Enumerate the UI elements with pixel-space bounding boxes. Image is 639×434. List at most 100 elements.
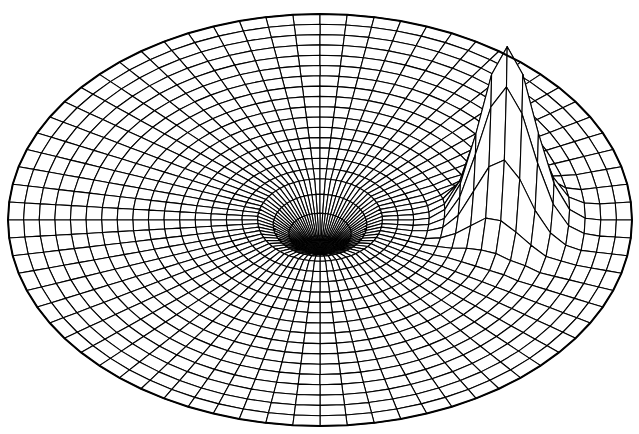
surface-cell: [304, 96, 320, 107]
surface-cell: [615, 220, 632, 238]
surface-cell: [306, 312, 320, 323]
surface-cell: [320, 405, 346, 416]
surface-cell: [308, 302, 320, 313]
surface-cell: [320, 96, 336, 107]
surface-mesh: [8, 14, 632, 426]
surface-cell: [320, 66, 340, 77]
surface-cell: [102, 207, 118, 220]
surface-cell: [118, 197, 136, 209]
surface-cell: [226, 215, 242, 220]
surface-cell: [320, 256, 325, 261]
surface-cell: [296, 301, 310, 312]
surface-cell: [149, 200, 166, 211]
surface-cell: [312, 271, 320, 282]
surface-cell: [302, 86, 320, 97]
surface-cell: [313, 261, 320, 271]
surface-cell: [320, 45, 343, 56]
surface-cell: [102, 195, 120, 208]
surface-cell: [320, 35, 344, 46]
surface-cell: [320, 384, 343, 395]
surface-cell: [285, 87, 304, 99]
surface-cell: [24, 220, 41, 237]
surface-cell: [304, 333, 320, 344]
surface-cell: [320, 292, 331, 303]
surface-cell: [117, 208, 133, 220]
surface-cell: [320, 312, 334, 323]
surface-cell: [148, 220, 164, 230]
surface-cell: [296, 394, 320, 405]
surface-cell: [242, 216, 258, 220]
surface-cell: [320, 55, 342, 66]
surface-cell: [336, 87, 355, 99]
surface-cell: [87, 193, 105, 207]
surface-cell: [320, 343, 338, 354]
surface-cell: [306, 117, 320, 128]
surface-cell: [305, 107, 320, 118]
surface-cell: [133, 209, 149, 220]
surface-cell: [308, 127, 320, 138]
surface-cell: [320, 323, 335, 334]
surface-cell: [320, 374, 342, 385]
surface-cell: [39, 220, 56, 236]
surface-cell: [102, 220, 118, 233]
surface-cell: [320, 246, 336, 255]
surface-cell: [8, 220, 25, 238]
surface-cell: [180, 212, 196, 220]
surface-cell: [320, 24, 346, 35]
surface-cell: [310, 282, 320, 293]
surface-cell: [615, 202, 632, 220]
surface-rim: [8, 14, 632, 426]
surface-cell: [320, 107, 335, 118]
surface-cell: [315, 256, 320, 261]
surface-cell: [294, 24, 320, 35]
surface-cell: [8, 202, 25, 220]
surface-cell: [302, 343, 320, 354]
surface-cell: [297, 384, 320, 395]
surface-cell: [600, 203, 617, 220]
surface-cell: [164, 220, 180, 229]
surface-chart: [0, 0, 639, 434]
surface-cell: [133, 220, 149, 231]
surface-cell: [320, 117, 334, 128]
surface-cell: [320, 261, 327, 271]
surface-cell: [148, 210, 164, 220]
surface-cell: [320, 302, 332, 313]
surface-cell: [320, 76, 339, 87]
surface-cell: [320, 394, 344, 405]
surface-cell: [165, 202, 182, 212]
surface-cell: [300, 66, 320, 77]
surface-cell: [334, 321, 350, 332]
surface-cell: [39, 204, 56, 220]
surface-cell: [320, 333, 336, 344]
surface-cell: [320, 364, 340, 375]
surface-cell: [55, 220, 72, 235]
surface-cell: [320, 282, 330, 293]
surface-cell: [70, 220, 86, 234]
surface-cell: [55, 205, 72, 220]
surface-cell: [331, 301, 345, 312]
surface-cell: [293, 311, 308, 322]
surface-cell: [304, 246, 320, 255]
surface-cell: [320, 127, 332, 138]
surface-cell: [309, 292, 320, 303]
surface-cell: [164, 211, 180, 220]
surface-cell: [300, 364, 320, 375]
surface-cell: [298, 374, 320, 385]
surface-cell: [134, 199, 152, 211]
surface-cell: [320, 271, 328, 282]
surface-cell: [330, 291, 342, 302]
surface-cell: [320, 86, 338, 97]
surface-cell: [584, 203, 601, 220]
surface-cell: [320, 353, 339, 364]
surface-cell: [304, 245, 320, 255]
surface-cell: [320, 245, 336, 255]
surface-cell: [117, 220, 133, 232]
surface-cell: [301, 76, 320, 87]
surface-cell: [180, 204, 197, 213]
surface-cell: [290, 321, 306, 332]
surface-cell: [382, 216, 398, 220]
surface-cell: [86, 220, 102, 233]
surface-cell: [294, 405, 320, 416]
surface-cell: [305, 323, 320, 334]
surface-cell: [301, 353, 320, 364]
